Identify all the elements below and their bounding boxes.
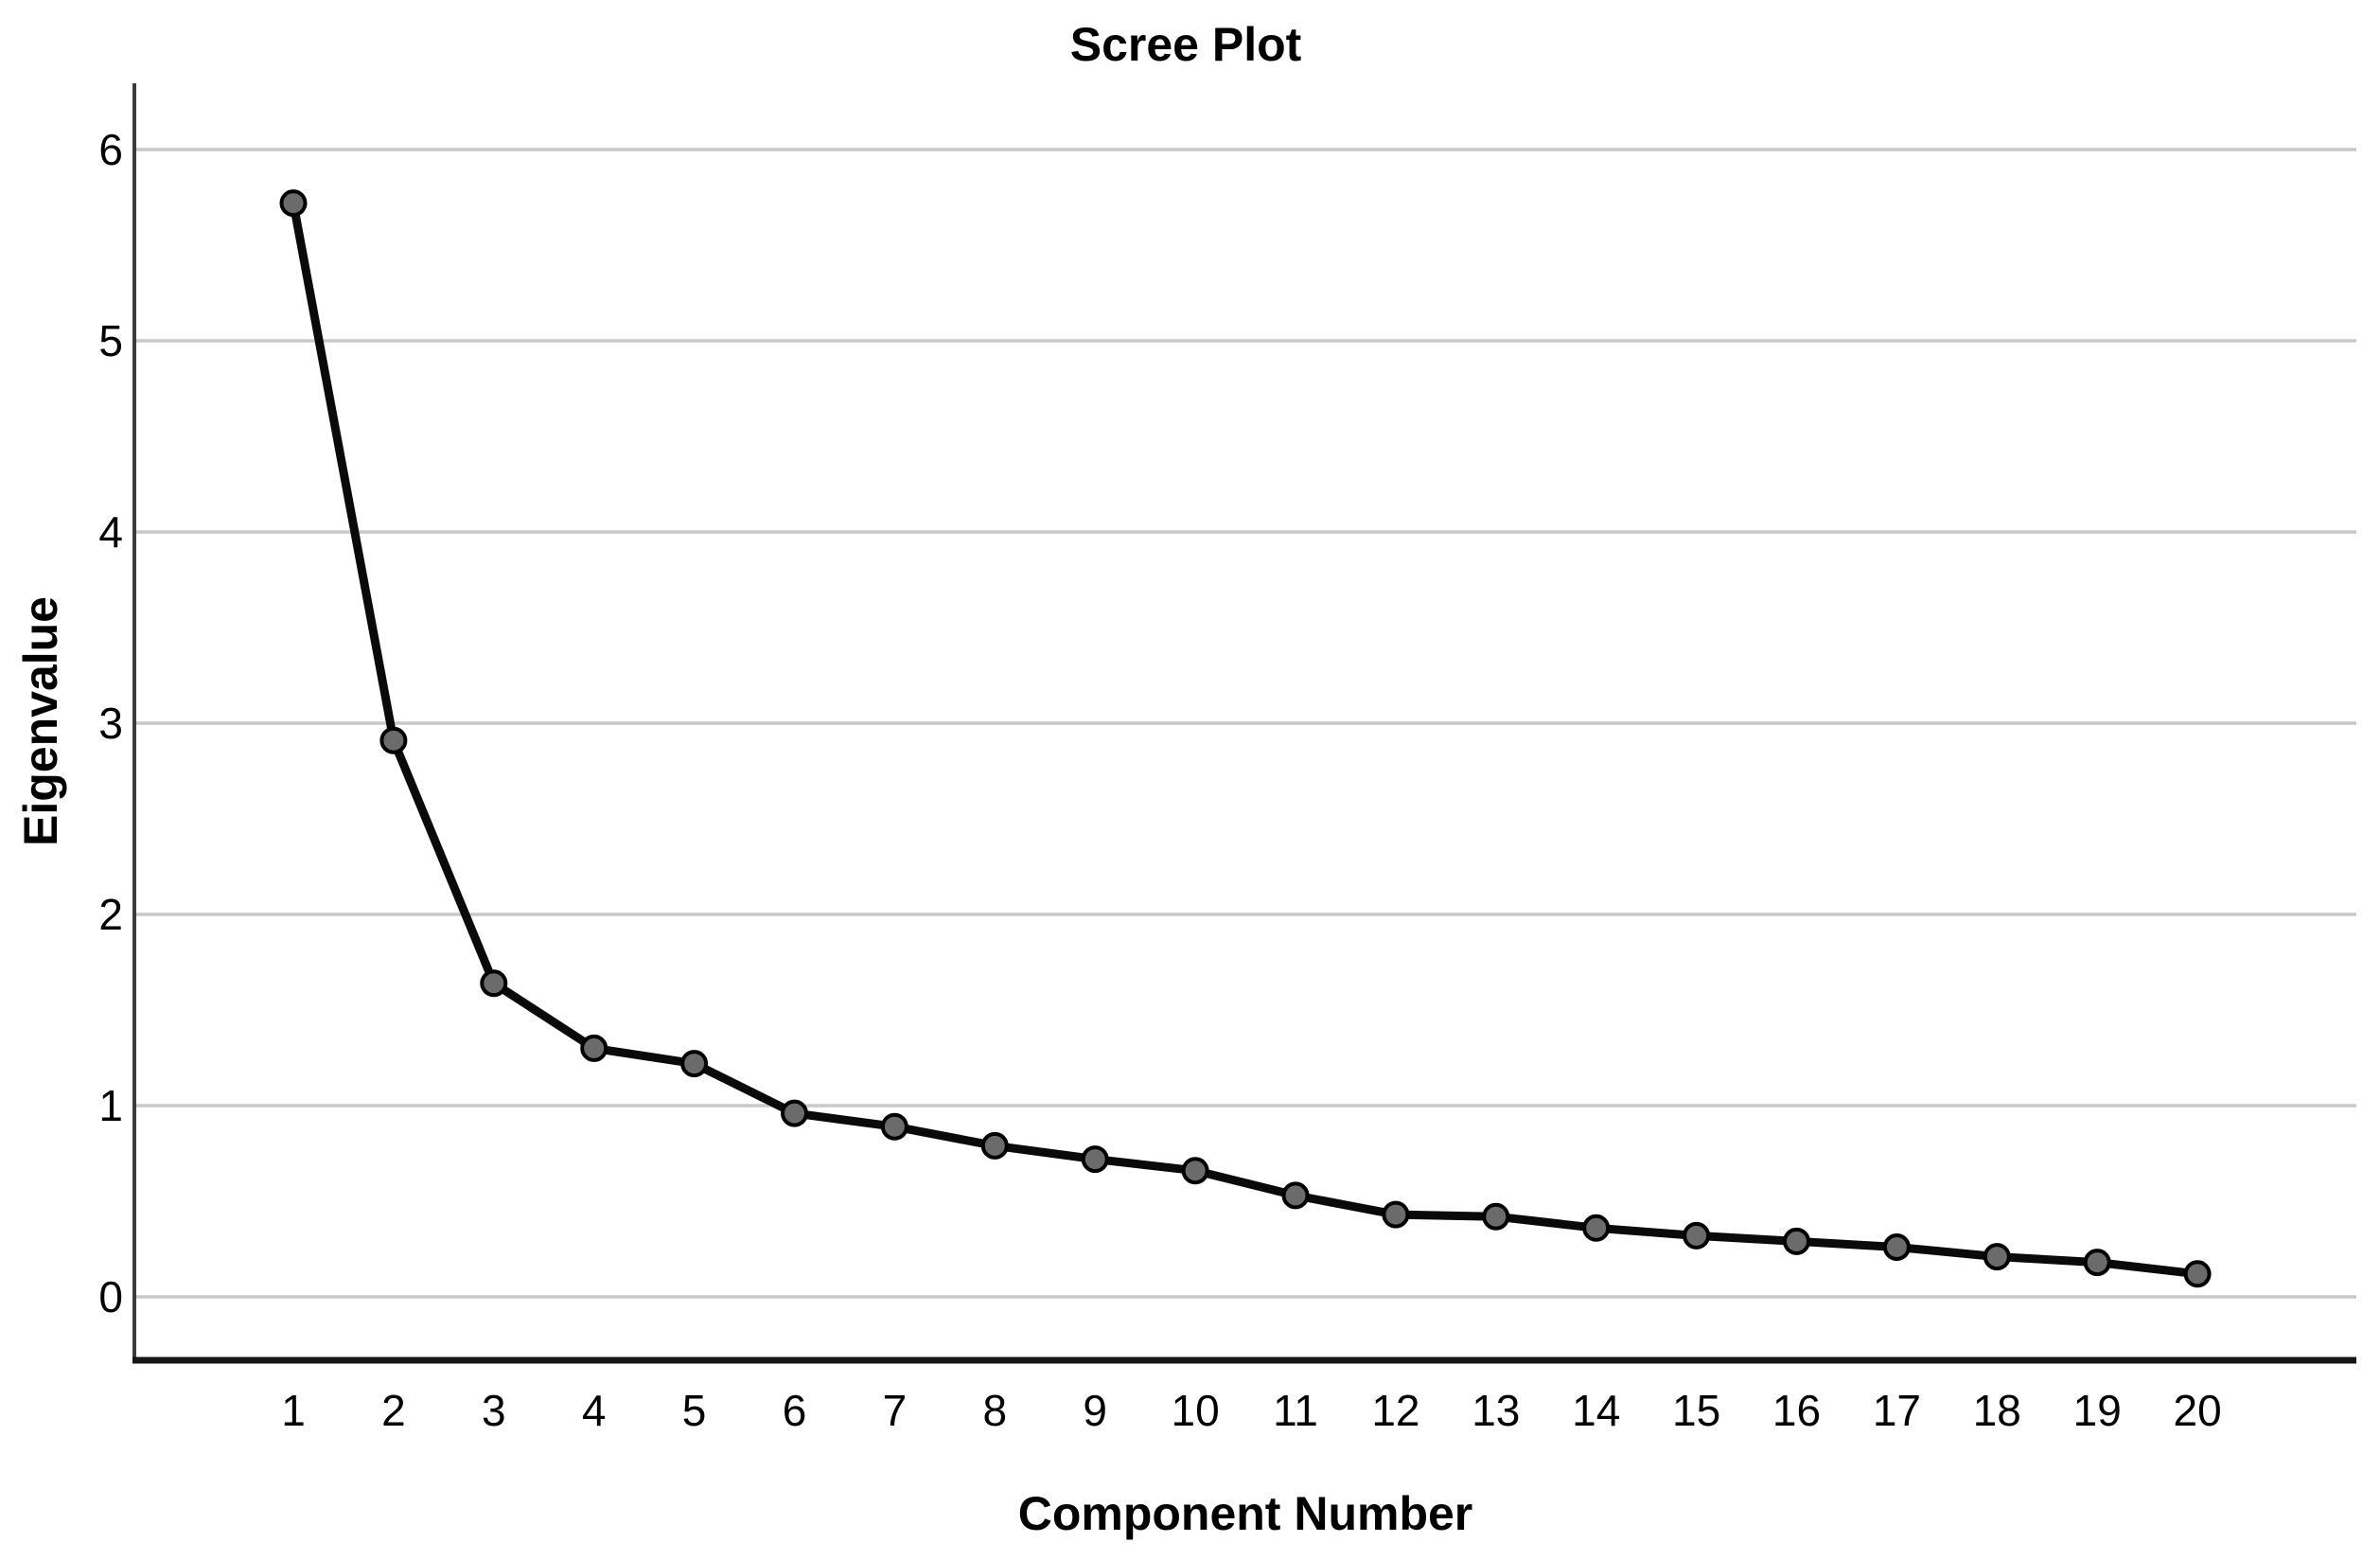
x-tick-label-15: 15 bbox=[1672, 1386, 1720, 1435]
y-axis-title: Eigenvalue bbox=[14, 596, 67, 846]
data-point-18 bbox=[1983, 1243, 2011, 1271]
y-tick-label-6: 6 bbox=[98, 125, 123, 174]
y-tick-label-3: 3 bbox=[98, 699, 123, 748]
x-tick-label-2: 2 bbox=[381, 1386, 406, 1435]
data-point-13 bbox=[1482, 1202, 1510, 1231]
data-series-layer bbox=[279, 189, 2212, 1288]
series-line-eigenvalue bbox=[289, 199, 2202, 1279]
x-tick-label-13: 13 bbox=[1472, 1386, 1520, 1435]
data-point-19 bbox=[2083, 1249, 2111, 1277]
x-tick-label-3: 3 bbox=[482, 1386, 506, 1435]
x-tick-label-7: 7 bbox=[883, 1386, 908, 1435]
data-point-7 bbox=[880, 1112, 908, 1141]
data-point-10 bbox=[1181, 1157, 1209, 1185]
axes-layer bbox=[132, 83, 2356, 1364]
y-tick-label-1: 1 bbox=[98, 1081, 123, 1130]
data-point-11 bbox=[1281, 1181, 1310, 1210]
x-tick-label-14: 14 bbox=[1572, 1386, 1620, 1435]
x-tick-label-17: 17 bbox=[1873, 1386, 1921, 1435]
data-point-3 bbox=[480, 969, 508, 998]
data-point-6 bbox=[781, 1099, 808, 1127]
x-tick-label-8: 8 bbox=[983, 1386, 1008, 1435]
data-point-9 bbox=[1081, 1145, 1109, 1174]
x-tick-label-1: 1 bbox=[281, 1386, 306, 1435]
gridlines-layer bbox=[134, 148, 2356, 1299]
data-point-8 bbox=[980, 1131, 1009, 1160]
x-tick-label-12: 12 bbox=[1371, 1386, 1419, 1435]
x-tick-label-10: 10 bbox=[1172, 1386, 1220, 1435]
data-point-1 bbox=[279, 189, 308, 218]
y-tick-label-5: 5 bbox=[98, 316, 123, 365]
data-point-2 bbox=[379, 726, 408, 754]
x-tick-label-4: 4 bbox=[582, 1386, 607, 1435]
x-tick-label-19: 19 bbox=[2073, 1386, 2122, 1435]
data-point-17 bbox=[1882, 1233, 1911, 1261]
data-point-20 bbox=[2183, 1260, 2212, 1288]
x-axis-title: Component Number bbox=[1018, 1487, 1473, 1540]
y-tick-label-4: 4 bbox=[98, 507, 123, 557]
y-tick-label-0: 0 bbox=[98, 1272, 123, 1321]
data-point-5 bbox=[680, 1050, 709, 1078]
x-tick-label-5: 5 bbox=[682, 1386, 707, 1435]
data-point-14 bbox=[1582, 1214, 1611, 1242]
chart-title: Scree Plot bbox=[1070, 18, 1302, 71]
x-tick-label-11: 11 bbox=[1273, 1386, 1318, 1435]
data-point-15 bbox=[1683, 1221, 1711, 1250]
x-tick-label-18: 18 bbox=[1973, 1386, 2021, 1435]
x-tick-label-9: 9 bbox=[1083, 1386, 1107, 1435]
x-tick-label-6: 6 bbox=[783, 1386, 807, 1435]
y-tick-label-2: 2 bbox=[98, 890, 123, 939]
x-tick-label-20: 20 bbox=[2174, 1386, 2222, 1435]
data-point-4 bbox=[580, 1034, 608, 1062]
x-tick-label-16: 16 bbox=[1772, 1386, 1821, 1435]
data-point-12 bbox=[1382, 1200, 1410, 1229]
data-point-16 bbox=[1783, 1227, 1810, 1255]
